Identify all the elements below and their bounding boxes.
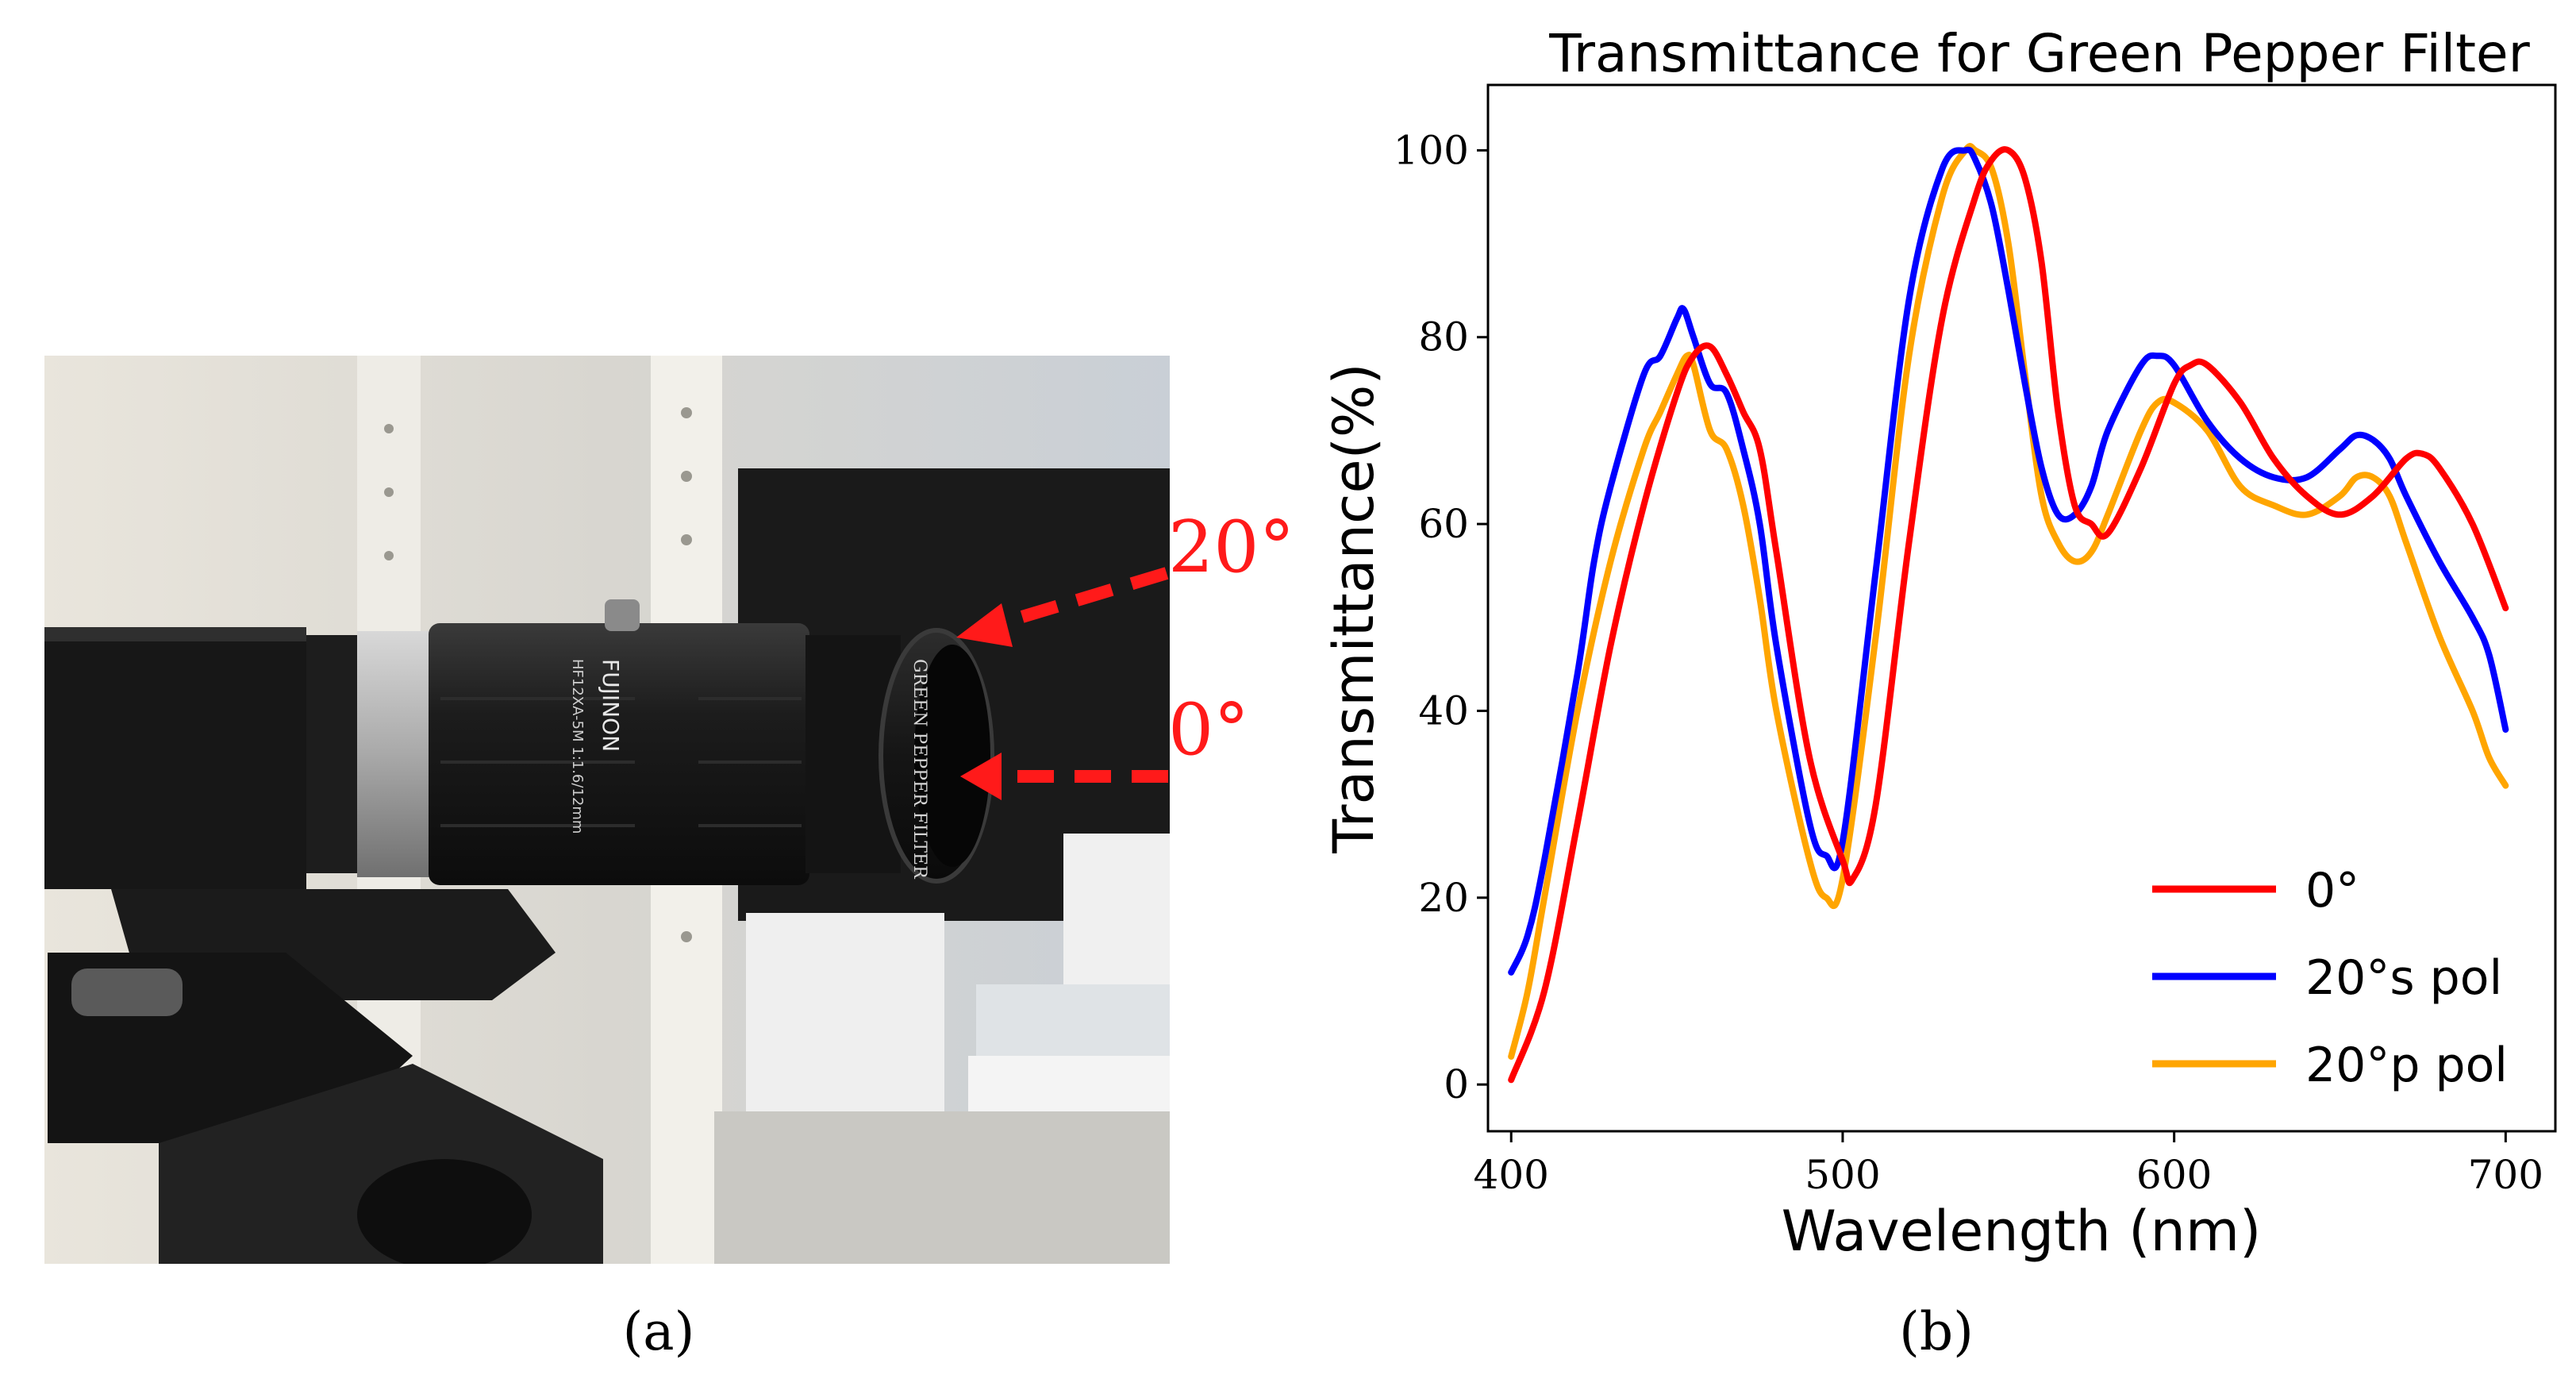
x-tick-label: 400 [1474,1152,1549,1198]
series-lines [1508,143,2509,1084]
lens-model-text: HF12XA-5M 1:1.6/12mm [569,659,586,834]
series-line-0 [1508,146,2509,1084]
y-tick-label: 40 [1418,687,1469,734]
legend-label-1: 20°s pol [2305,950,2502,1006]
y-tick-label: 80 [1418,314,1469,360]
y-axis: 0 20 40 60 80 100 [1394,127,1488,1107]
filter-text: GREEN PEPPER FILTER [909,659,929,880]
panel-label-a: (a) [623,1301,695,1362]
angle-label-20: 20° [1168,506,1295,589]
y-tick-label: 0 [1444,1061,1469,1107]
legend: 0° 20°s pol 20°p pol [2152,863,2508,1093]
y-axis-label: Transmittance(%) [1321,363,1386,853]
arrow-0-degree [960,753,1168,800]
legend-label-0: 0° [2305,863,2359,918]
legend-label-2: 20°p pol [2305,1038,2508,1093]
x-tick-label: 500 [1805,1152,1880,1198]
x-axis-label: Wavelength (nm) [1782,1199,2262,1264]
x-axis: 400 500 600 700 [1474,1131,2543,1198]
transmittance-chart: Transmittance for Green Pepper Filter 40… [1321,23,2557,1264]
lens-screw [605,599,640,631]
lens-barrel [429,623,809,885]
camera-photo: FUJINON HF12XA-5M 1:1.6/12mm GREEN PEPPE… [44,356,1170,1264]
camera-body [44,627,306,889]
angle-label-0: 0° [1168,688,1249,772]
y-tick-label: 60 [1418,501,1469,547]
series-line-1 [1508,146,2509,976]
arrow-20-degree [956,567,1169,647]
lens-silver-ring [357,631,433,877]
angle-annotations: 20° 0° [956,506,1295,800]
plot-area-frame [1486,83,2557,1133]
background-box [746,913,944,1119]
background-box [1063,834,1170,984]
x-tick-label: 600 [2136,1152,2212,1198]
x-tick-label: 700 [2468,1152,2543,1198]
y-tick-label: 20 [1418,875,1469,921]
chart-title: Transmittance for Green Pepper Filter [1548,23,2530,84]
lens-brand-text: FUJINON [598,659,624,752]
y-tick-label: 100 [1394,127,1469,173]
panel-label-b: (b) [1899,1301,1974,1362]
lens-grip-lines [440,697,802,827]
